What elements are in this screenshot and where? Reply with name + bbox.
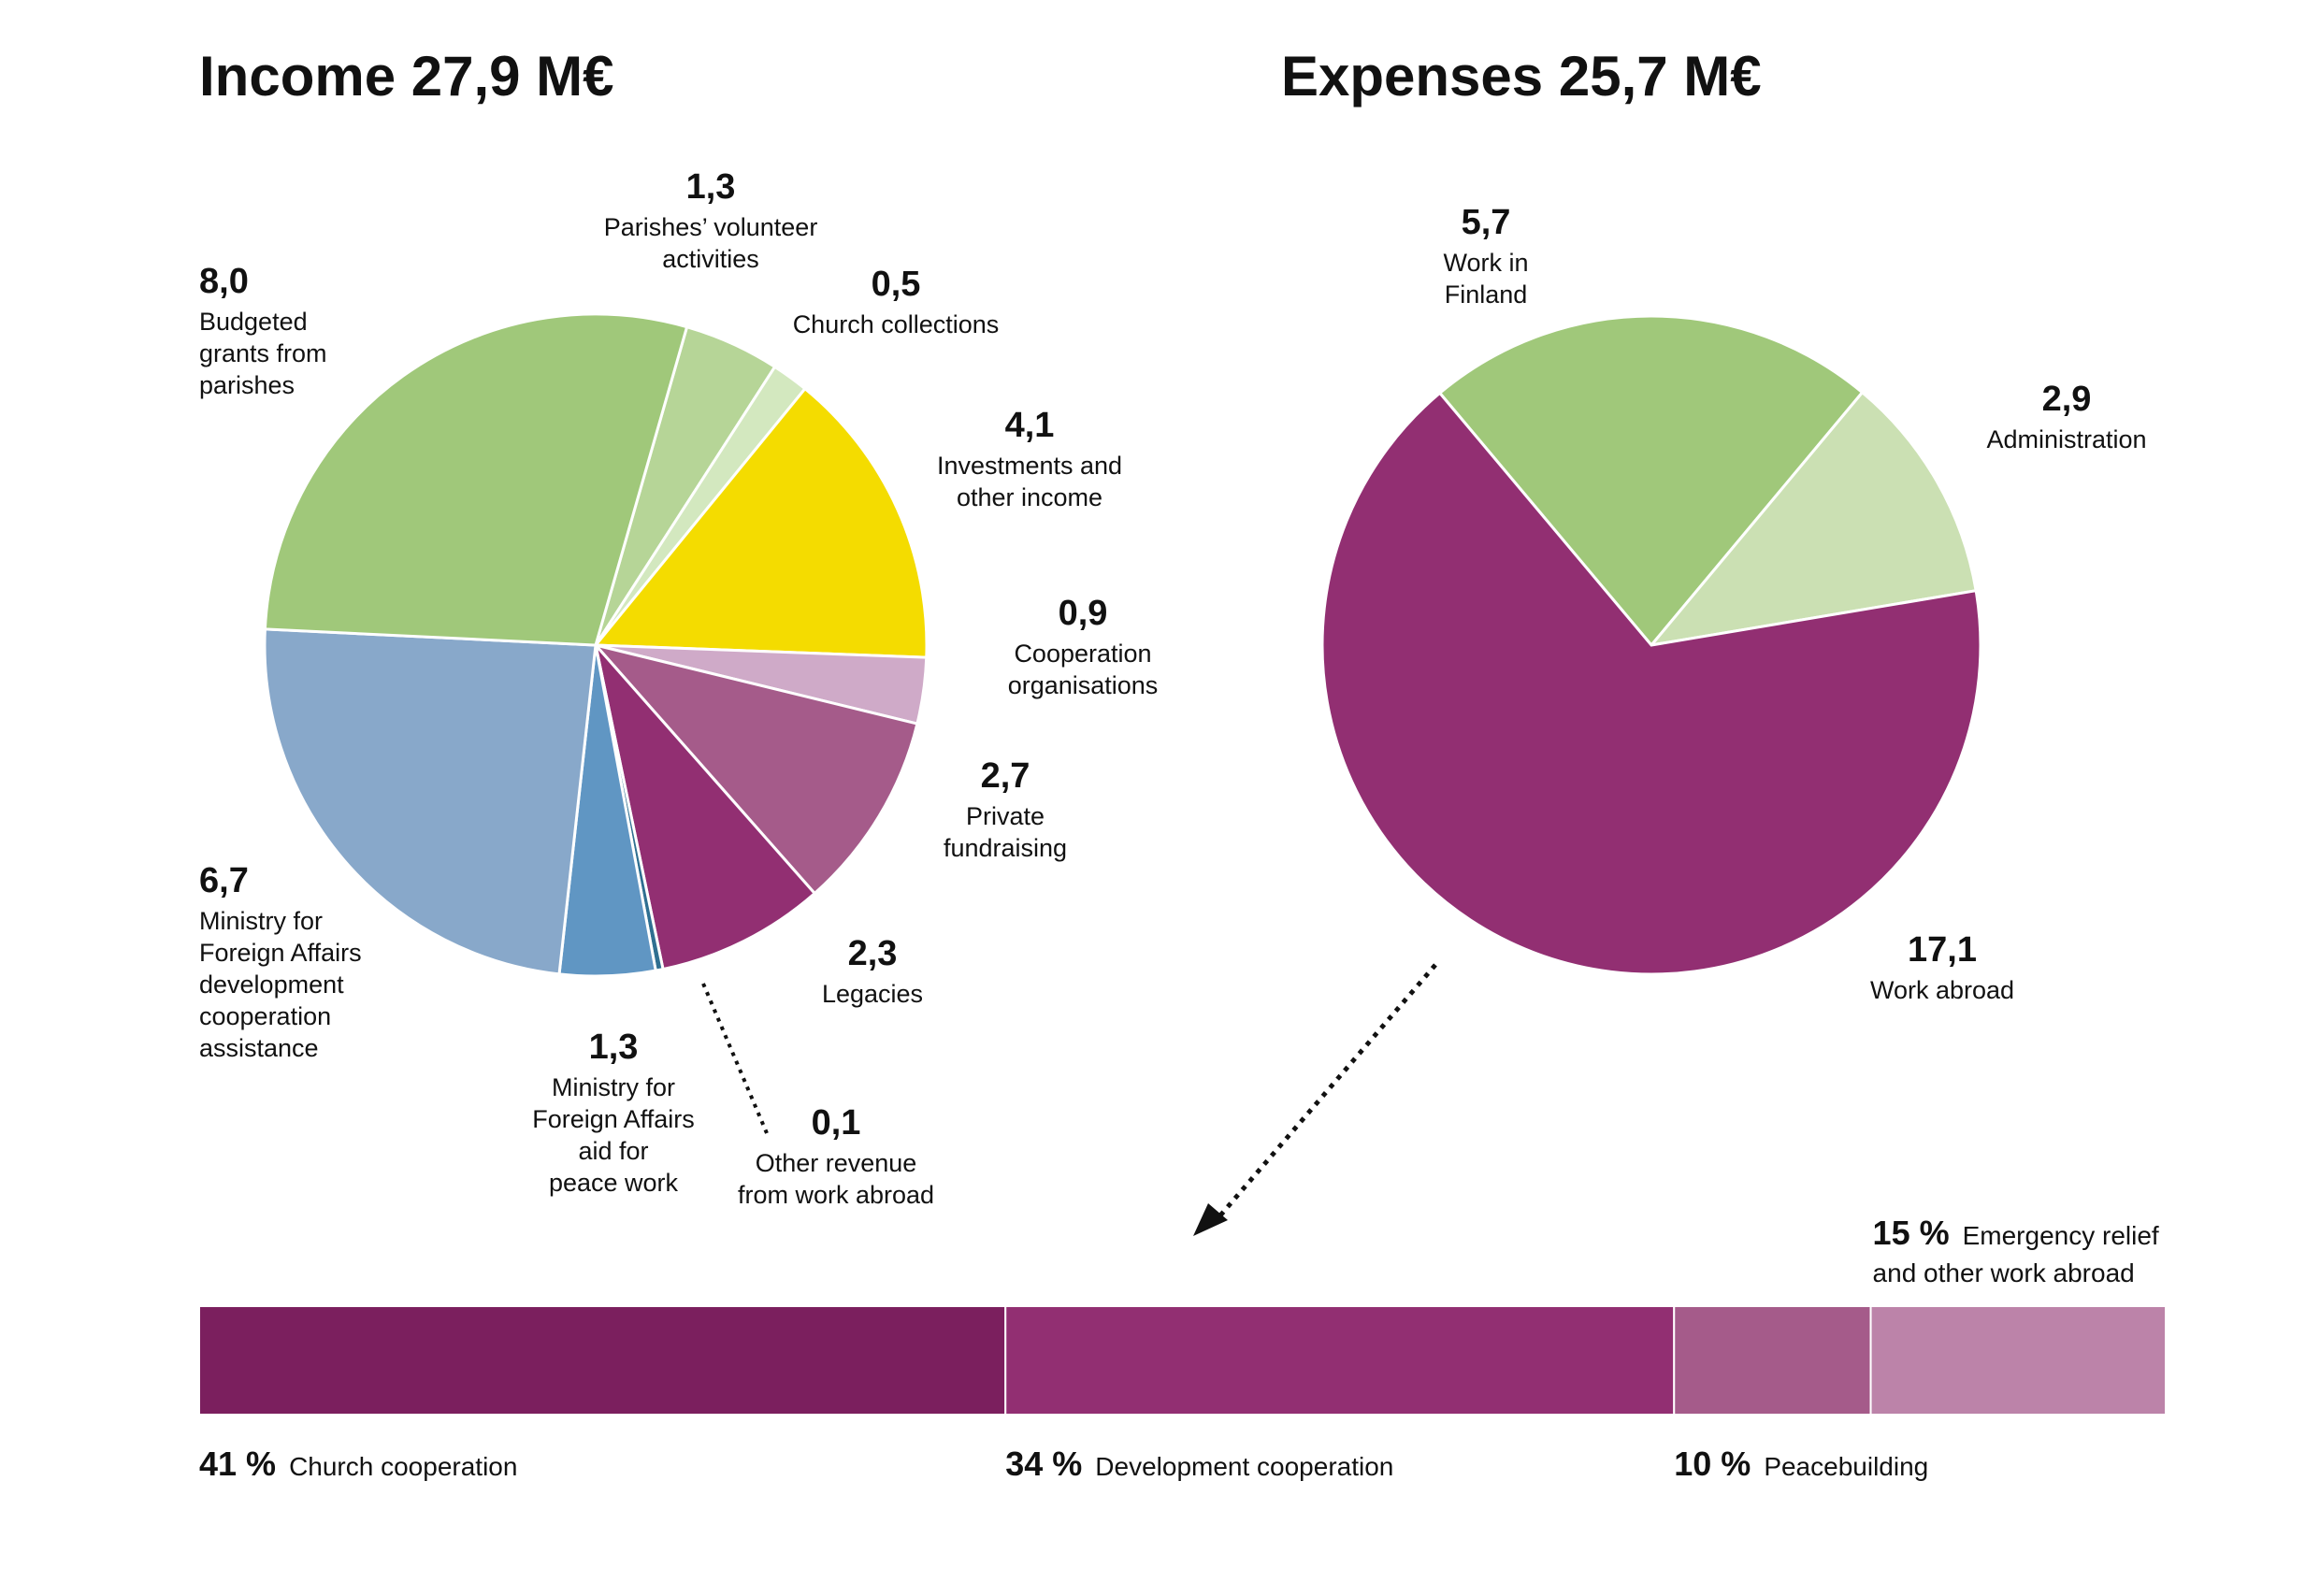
- income-value-label-0: 1,3: [686, 167, 736, 207]
- income-value-label-8: 6,7: [199, 861, 249, 900]
- breakdown-category-2: Peacebuilding: [1764, 1452, 1928, 1481]
- income-slice-9: [263, 312, 689, 647]
- expenses-category-label-0-1: Finland: [1445, 280, 1528, 309]
- expenses-category-label-0-0: Work in: [1443, 249, 1528, 277]
- work-abroad-breakdown-bar: [198, 1305, 2168, 1416]
- breakdown-segment-0: [198, 1305, 1007, 1416]
- income-category-label-0-0: Parishes’ volunteer: [604, 213, 818, 241]
- work-abroad-breakdown-labels: 41 % Church cooperation 34 % Development co…: [199, 1214, 2159, 1483]
- breakdown-segment-1: [1004, 1305, 1676, 1416]
- income-category-label-3-0: Cooperation: [1014, 640, 1151, 668]
- income-category-label-4-0: Private: [966, 802, 1045, 830]
- expenses-slice-0: [1437, 314, 1865, 648]
- income-value-label-9: 8,0: [199, 262, 249, 301]
- income-category-label-4-1: fundraising: [944, 834, 1067, 862]
- income-category-label-8-3: cooperation: [199, 1002, 331, 1030]
- income-value-label-6: 0,1: [812, 1103, 861, 1143]
- expenses-value-label-2: 17,1: [1908, 930, 1977, 970]
- income-title: Income 27,9 M€: [199, 45, 614, 108]
- income-category-label-3-1: organisations: [1008, 671, 1159, 699]
- breakdown-label-1: 34 % Development cooperation: [1005, 1445, 1393, 1483]
- income-value-label-3: 0,9: [1059, 594, 1108, 633]
- expenses-title: Expenses 25,7 M€: [1281, 45, 1762, 108]
- expenses-category-label-1-0: Administration: [1986, 425, 2146, 453]
- income-category-label-8-2: development: [199, 971, 344, 999]
- breakdown-category-3-line-2: and other work abroad: [1873, 1258, 2135, 1287]
- income-slice-8: [263, 627, 598, 976]
- breakdown-arrow-line: [1218, 963, 1437, 1217]
- breakdown-percent-2: 10 %: [1674, 1445, 1751, 1483]
- income-slice-2: [592, 386, 929, 659]
- expenses-value-label-0: 5,7: [1462, 203, 1511, 242]
- breakdown-segment-3: [1869, 1305, 2168, 1416]
- other-revenue-leader-line: [701, 983, 769, 1134]
- income-category-label-8-0: Ministry for: [199, 907, 323, 935]
- breakdown-label-0: 41 % Church cooperation: [199, 1445, 517, 1483]
- income-category-label-6-0: Other revenue: [756, 1149, 917, 1177]
- income-value-label-4: 2,7: [981, 756, 1030, 796]
- income-category-label-1-0: Church collections: [793, 310, 1000, 338]
- income-category-label-2-1: other income: [957, 483, 1102, 511]
- income-category-label-9-0: Budgeted: [199, 308, 308, 336]
- expenses-value-label-1: 2,9: [2042, 380, 2092, 419]
- expenses-slice-2: [1320, 391, 1982, 976]
- income-category-label-8-1: Foreign Affairs: [199, 939, 362, 967]
- expenses-pie: [1320, 314, 1982, 976]
- income-slice-5: [593, 640, 817, 971]
- income-value-label-7: 1,3: [589, 1028, 639, 1067]
- income-pie: [263, 312, 929, 978]
- income-category-label-5-0: Legacies: [822, 980, 923, 1008]
- income-slice-4: [591, 642, 919, 896]
- breakdown-percent-3: 15 %: [1873, 1214, 1950, 1252]
- income-value-label-1: 0,5: [872, 265, 921, 304]
- expenses-category-label-2-0: Work abroad: [1870, 976, 2014, 1004]
- breakdown-label-3: 15 % Emergency relief: [1873, 1214, 2159, 1252]
- breakdown-percent-0: 41 %: [199, 1445, 276, 1483]
- income-value-label-2: 4,1: [1005, 406, 1055, 445]
- income-category-label-7-0: Ministry for: [552, 1073, 675, 1101]
- income-category-label-8-4: assistance: [199, 1034, 319, 1062]
- expenses-slice-1: [1648, 390, 1978, 648]
- breakdown-percent-1: 34 %: [1005, 1445, 1082, 1483]
- breakdown-arrowhead: [1193, 1203, 1228, 1236]
- income-category-label-0-1: activities: [662, 245, 759, 273]
- breakdown-category-0: Church cooperation: [289, 1452, 517, 1481]
- income-value-label-5: 2,3: [848, 934, 898, 973]
- income-category-label-9-2: parishes: [199, 371, 295, 399]
- breakdown-label-2: 10 % Peacebuilding: [1674, 1445, 1928, 1483]
- income-category-label-6-1: from work abroad: [738, 1181, 934, 1209]
- income-category-label-9-1: grants from: [199, 339, 327, 367]
- income-category-label-7-1: Foreign Affairs: [532, 1105, 695, 1133]
- breakdown-category-3: Emergency relief: [1963, 1221, 2159, 1250]
- income-category-label-7-3: peace work: [549, 1169, 679, 1197]
- breakdown-category-1: Development cooperation: [1095, 1452, 1393, 1481]
- income-category-label-2-0: Investments and: [937, 452, 1122, 480]
- expenses-labels: 5,7 Work in Finland 2,9 Administration 17,1 Wo…: [1443, 203, 2146, 1004]
- breakdown-segment-2: [1673, 1305, 1872, 1416]
- income-labels: 1,3 Parishes’ volunteer activities 0,5 Churc…: [199, 167, 1158, 1209]
- income-category-label-7-2: aid for: [578, 1137, 648, 1165]
